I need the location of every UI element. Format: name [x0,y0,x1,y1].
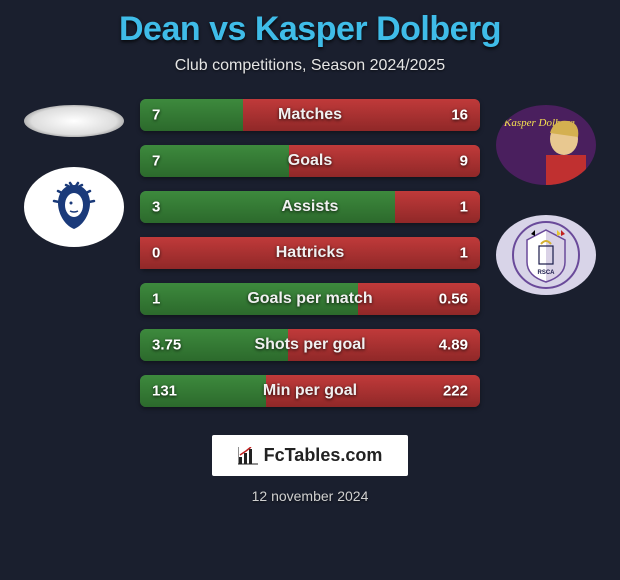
stat-label: Matches [278,106,342,124]
stat-value-left: 3.75 [152,337,181,354]
bar-fill-left [140,191,395,223]
stat-value-left: 7 [152,153,160,170]
svg-text:RSCA: RSCA [537,270,555,276]
stat-label: Shots per goal [254,336,365,354]
player-left-avatar [24,105,124,137]
stat-value-left: 7 [152,107,160,124]
stat-value-right: 1 [460,199,468,216]
right-column: Kasper Dolberg RSCA [496,99,596,295]
stat-value-right: 9 [460,153,468,170]
player-right-club-badge: RSCA [496,215,596,295]
stat-bar: 0 1 Hattricks [140,237,480,269]
footer: FcTables.com 12 november 2024 [212,435,409,504]
stat-bar: 3 1 Assists [140,191,480,223]
stat-value-left: 1 [152,291,160,308]
infographic-root: Dean vs Kasper Dolberg Club competitions… [0,0,620,580]
stat-label: Hattricks [276,244,344,262]
player-right-avatar: Kasper Dolberg [496,105,596,185]
anderlecht-badge-icon: RSCA [511,220,581,290]
main-row: 7 16 Matches 7 9 Goals 3 1 Assists 0 1 Hattricks 1 0.… [0,99,620,407]
stat-bars: 7 16 Matches 7 9 Goals 3 1 Assists 0 1 Hattricks 1 0.… [140,99,480,407]
page-title: Dean vs Kasper Dolberg [119,10,501,49]
bar-fill-left [140,145,289,177]
player-silhouette-icon [496,105,596,185]
stat-bar: 7 9 Goals [140,145,480,177]
subtitle: Club competitions, Season 2024/2025 [175,57,445,75]
indian-head-icon [44,177,104,237]
stat-value-right: 0.56 [439,291,468,308]
stat-bar: 7 16 Matches [140,99,480,131]
stat-bar: 1 0.56 Goals per match [140,283,480,315]
stat-label: Goals [288,152,332,170]
stat-value-right: 222 [443,383,468,400]
brand-logo: FcTables.com [212,435,409,476]
stat-label: Goals per match [247,290,372,308]
left-column [24,99,124,247]
stat-value-left: 0 [152,245,160,262]
stat-value-right: 16 [451,107,468,124]
stat-bar: 3.75 4.89 Shots per goal [140,329,480,361]
bar-chart-icon [238,447,258,465]
stat-value-left: 131 [152,383,177,400]
stat-label: Min per goal [263,382,357,400]
date-label: 12 november 2024 [252,488,369,504]
stat-label: Assists [282,198,339,216]
stat-value-right: 1 [460,245,468,262]
player-left-club-badge [24,167,124,247]
stat-bar: 131 222 Min per goal [140,375,480,407]
brand-text: FcTables.com [264,445,383,466]
stat-value-left: 3 [152,199,160,216]
stat-value-right: 4.89 [439,337,468,354]
